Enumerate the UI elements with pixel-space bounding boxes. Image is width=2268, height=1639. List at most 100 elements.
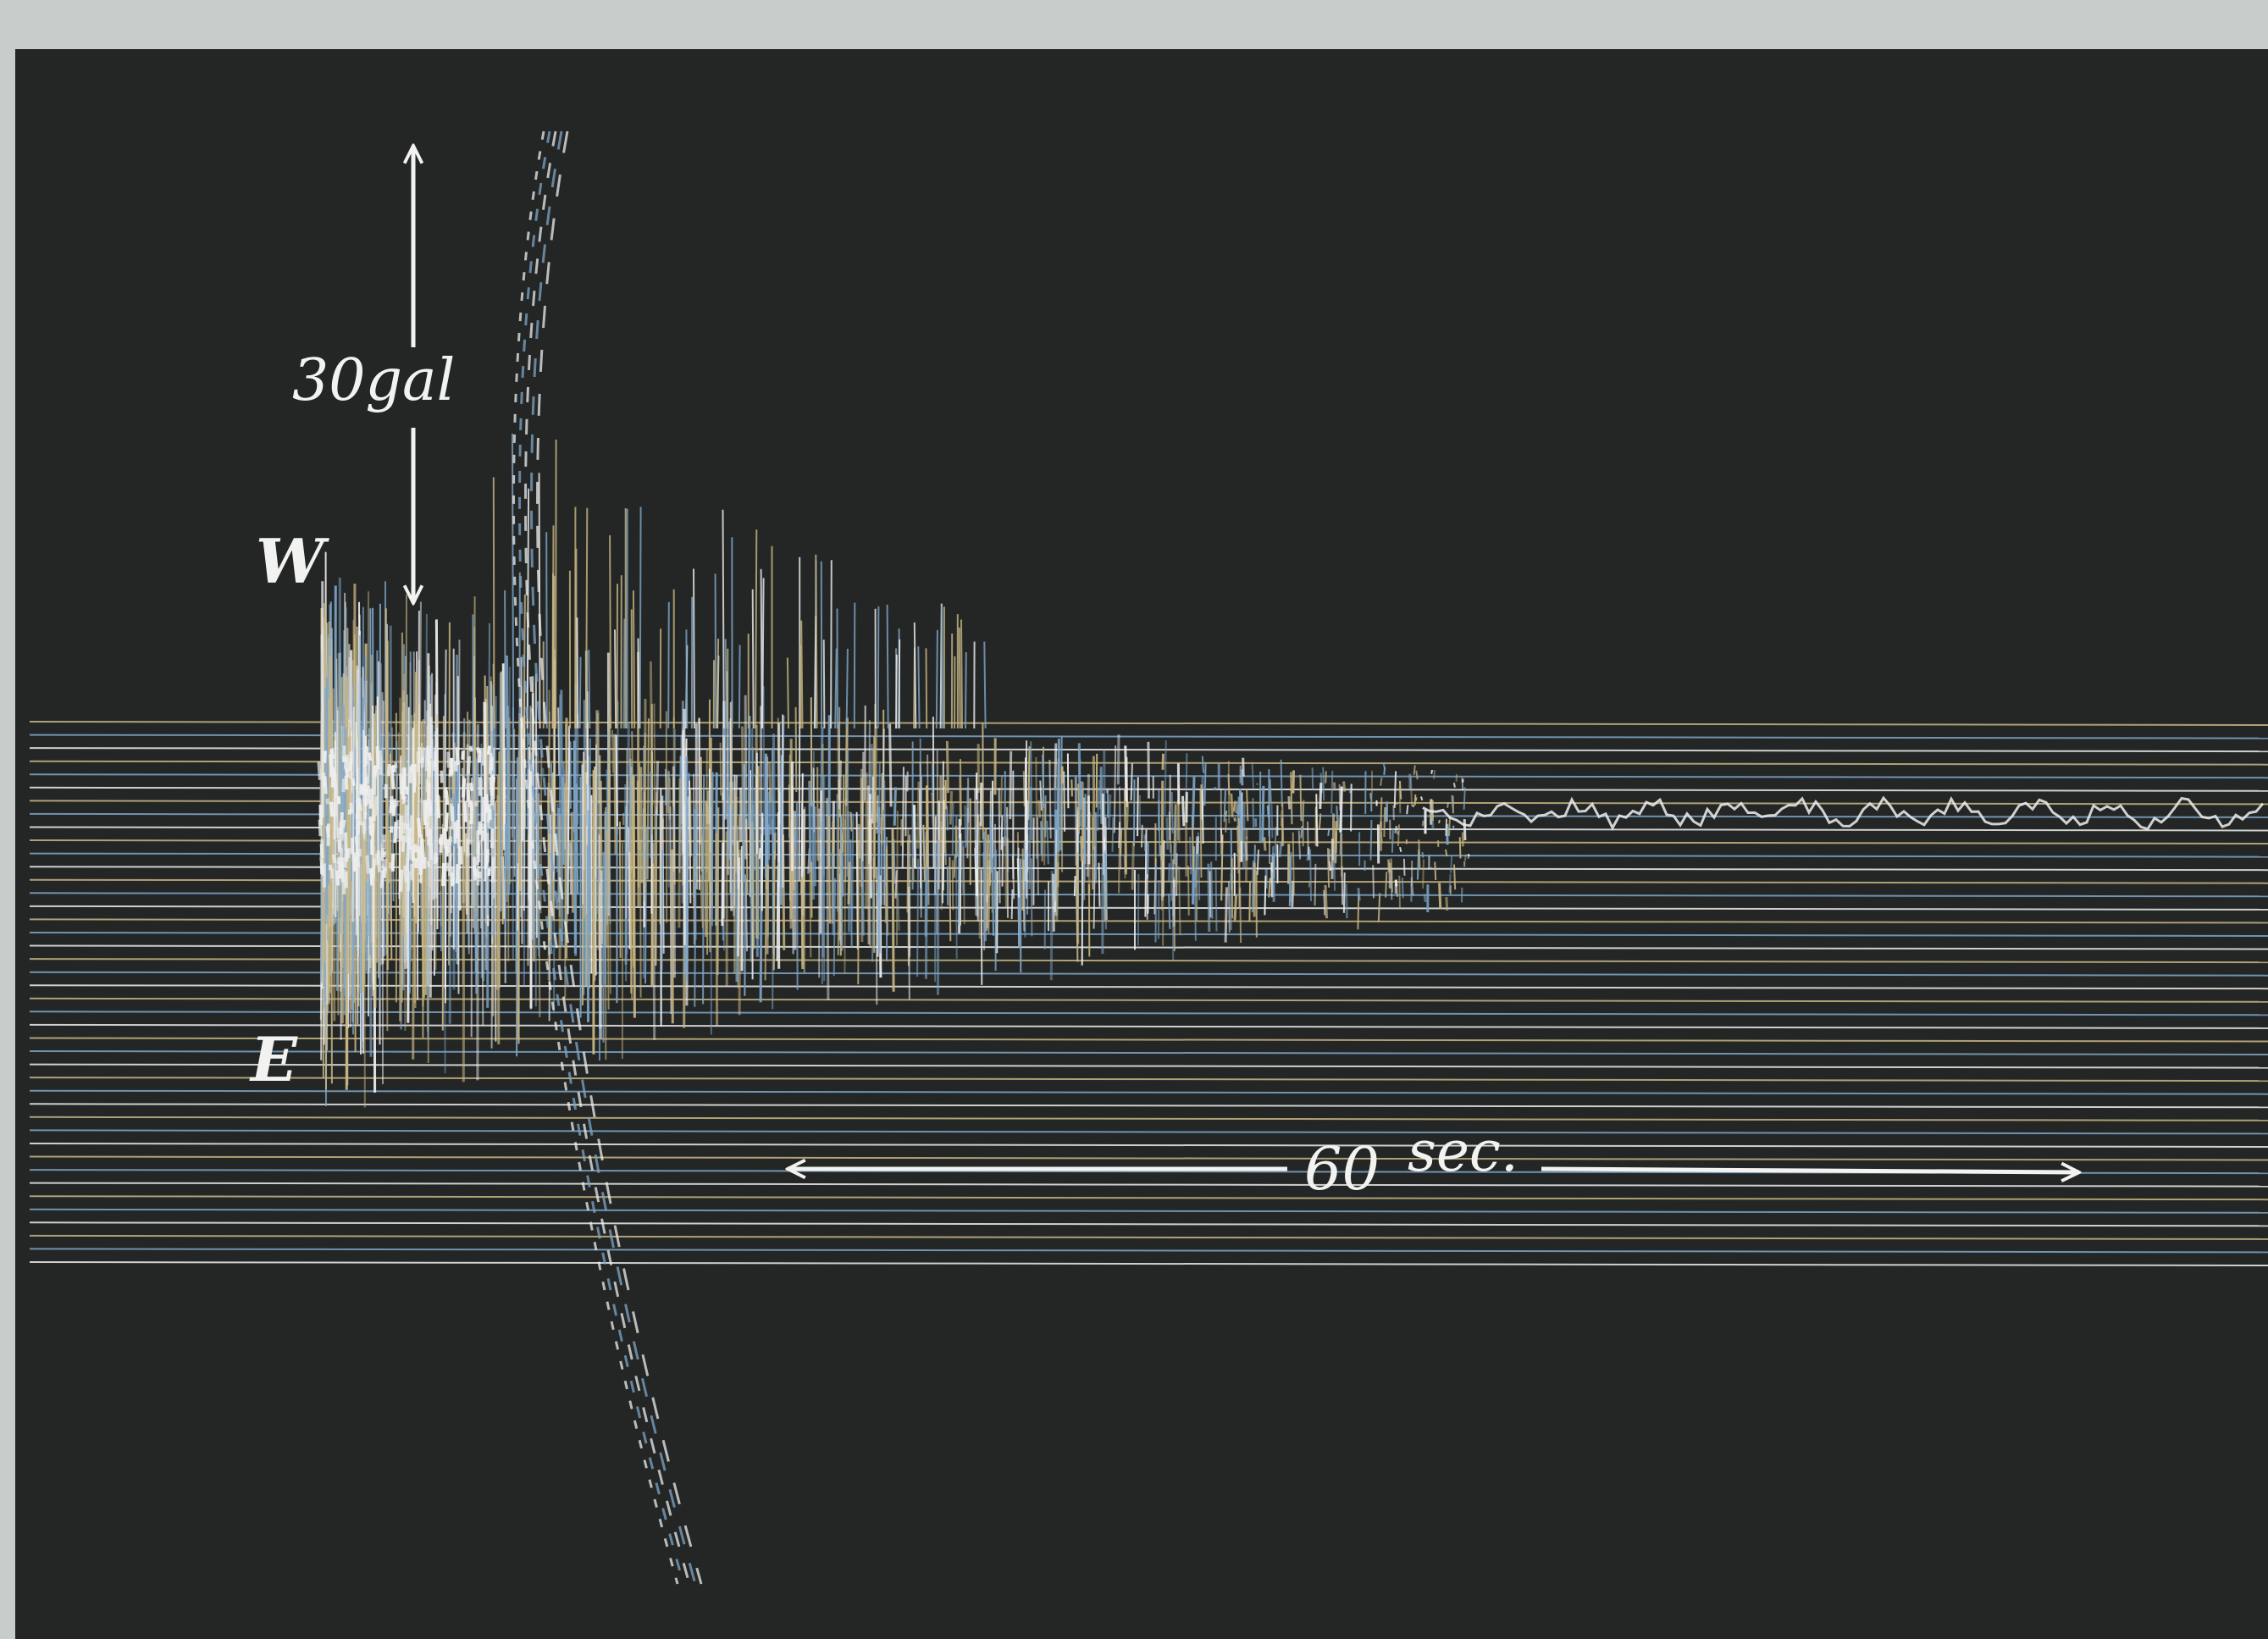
record-spike (422, 800, 427, 822)
record-spike (1421, 820, 1424, 827)
record-spike (1270, 803, 1274, 839)
record-spike (586, 691, 589, 829)
record-spike (1035, 756, 1038, 859)
record-spike (849, 839, 853, 948)
record-spike (893, 839, 896, 884)
record-spike (1023, 840, 1026, 938)
record-spike (428, 800, 433, 812)
baseline-trace (29, 1208, 2268, 1214)
record-spike (982, 831, 987, 942)
record-spike (1357, 888, 1361, 901)
record-spike (630, 767, 633, 1000)
record-spike (488, 752, 493, 774)
record-spike (949, 856, 952, 942)
record-spike (772, 734, 777, 858)
record-spike (1055, 861, 1059, 922)
record-spike (1448, 873, 1452, 893)
record-spike (1391, 828, 1394, 853)
record-spike (1274, 827, 1277, 857)
record-spike (800, 877, 805, 970)
record-spike (882, 728, 885, 811)
record-spike (999, 776, 1003, 817)
record-spike (448, 836, 453, 846)
record-spike (406, 871, 412, 892)
time-scale-unit: sec. (1408, 1119, 1518, 1184)
record-spike (392, 799, 397, 808)
record-spike (323, 750, 327, 763)
record-spike (918, 789, 922, 889)
record-spike (1076, 851, 1080, 944)
record-spike (965, 786, 970, 846)
record-spike (845, 648, 849, 729)
record-spike (1054, 743, 1058, 789)
baseline-trace (29, 1248, 2268, 1254)
record-spike (840, 816, 844, 951)
record-spike (413, 844, 418, 853)
record-spike (1390, 858, 1393, 893)
record-spike (1308, 881, 1311, 888)
record-spike (1123, 855, 1126, 879)
record-spike (1161, 753, 1164, 770)
record-spike (361, 822, 367, 834)
record-spike (1300, 826, 1303, 839)
record-spike (1387, 859, 1391, 872)
record-spike (1143, 834, 1147, 851)
record-spike (1467, 855, 1470, 860)
record-spike (949, 791, 954, 825)
record-spike (325, 825, 330, 838)
record-spike (472, 856, 477, 881)
record-spike (983, 641, 987, 729)
record-spike (318, 805, 323, 826)
record-spike (1131, 842, 1135, 890)
record-spike (431, 673, 434, 951)
record-spike (868, 820, 871, 948)
record-spike (632, 590, 636, 729)
record-spike (1430, 867, 1433, 869)
record-spike (373, 765, 378, 778)
record-spike (541, 767, 545, 777)
record-spike (1399, 846, 1402, 852)
record-spike (447, 853, 452, 877)
record-spike (698, 717, 700, 890)
record-spike (711, 772, 714, 927)
record-spike (539, 745, 543, 914)
record-spike (518, 713, 522, 891)
record-spike (1066, 753, 1070, 809)
record-spike (1380, 797, 1383, 831)
record-spike (772, 850, 776, 971)
record-spike (760, 568, 763, 729)
record-spike (1270, 862, 1274, 898)
record-spike (706, 790, 710, 955)
record-spike (1288, 855, 1292, 906)
record-spike (365, 855, 370, 874)
record-spike (408, 828, 412, 850)
record-spike (502, 782, 506, 832)
record-spike (1144, 829, 1148, 917)
record-spike (1336, 806, 1339, 829)
record-spike (1043, 803, 1047, 866)
record-spike (485, 833, 490, 856)
record-spike (1225, 810, 1228, 817)
baseline-trace (29, 1089, 2268, 1095)
record-spike (655, 761, 660, 816)
record-spike (639, 767, 644, 883)
record-spike (329, 750, 335, 775)
record-spike (495, 695, 497, 776)
record-spike (496, 775, 501, 1044)
baseline-trace (29, 1195, 2268, 1201)
record-spike (661, 850, 663, 971)
record-spike (628, 761, 632, 852)
record-spike (1380, 831, 1383, 843)
record-spike (1342, 781, 1347, 792)
record-spike (351, 858, 357, 869)
record-spike (1278, 842, 1283, 857)
record-spike (1380, 777, 1383, 786)
record-spike (1458, 837, 1462, 859)
record-spike (1236, 825, 1240, 874)
baseline-trace (29, 1116, 2268, 1121)
record-spike (1261, 785, 1265, 843)
record-spike (1327, 829, 1330, 837)
record-spike (916, 781, 921, 849)
record-spike (1268, 878, 1271, 898)
record-spike (373, 795, 379, 817)
